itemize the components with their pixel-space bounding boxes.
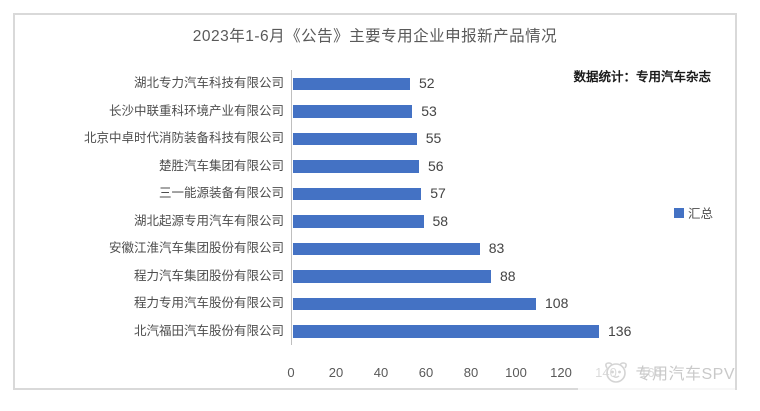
plot-area: 湖北专力汽车科技有限公司 52 长沙中联重科环境产业有限公司 53 北京中卓时代消防装备… bbox=[15, 70, 735, 345]
bar-row: 长沙中联重科环境产业有限公司 53 bbox=[15, 98, 735, 126]
category-label: 北汽福田汽车股份有限公司 bbox=[133, 323, 284, 338]
bar-row: 三一能源装备有限公司 57 bbox=[15, 180, 735, 208]
x-tick-label: 80 bbox=[463, 365, 479, 380]
value-label: 56 bbox=[428, 157, 444, 174]
watermark-text: 专用汽车SPV bbox=[635, 366, 735, 383]
category-label: 湖北专力汽车科技有限公司 bbox=[133, 76, 284, 90]
bar bbox=[293, 242, 480, 255]
legend-marker-icon bbox=[674, 207, 684, 218]
bar bbox=[293, 132, 417, 145]
category-label: 三一能源装备有限公司 bbox=[158, 186, 284, 200]
category-label: 长沙中联重科环境产业有限公司 bbox=[108, 103, 284, 118]
chart-title: 2023年1-6月《公告》主要专用企业申报新产品情况 bbox=[192, 28, 558, 45]
value-label: 53 bbox=[421, 102, 437, 119]
spv-mascot-icon bbox=[605, 362, 628, 383]
data-source-annotation: 数据统计：专用汽车杂志 bbox=[573, 70, 711, 84]
bar-row: 北京中卓时代消防装备科技有限公司 55 bbox=[15, 125, 735, 153]
bar bbox=[293, 187, 422, 200]
bar-row: 程力汽车集团股份有限公司 88 bbox=[15, 263, 735, 291]
category-label: 楚胜汽车集团有限公司 bbox=[158, 158, 284, 173]
value-label: 57 bbox=[430, 185, 446, 201]
bar bbox=[293, 270, 491, 283]
value-label: 52 bbox=[419, 75, 435, 91]
legend: 汇总 bbox=[674, 203, 713, 222]
value-label: 58 bbox=[432, 212, 449, 229]
bar bbox=[293, 77, 410, 90]
bar bbox=[293, 215, 424, 228]
x-tick-label: 40 bbox=[373, 365, 389, 380]
x-tick-label: 120 bbox=[550, 365, 572, 380]
value-label: 88 bbox=[500, 267, 516, 284]
value-label: 83 bbox=[488, 240, 505, 256]
category-label: 程力专用汽车股份有限公司 bbox=[133, 296, 284, 310]
bar-row: 安徽江淮汽车集团股份有限公司 83 bbox=[15, 235, 735, 263]
x-tick-label: 0 bbox=[287, 365, 295, 380]
value-label: 108 bbox=[545, 295, 569, 311]
x-tick-label: 20 bbox=[328, 365, 344, 380]
bar-row: 北汽福田汽车股份有限公司 136 bbox=[15, 318, 735, 346]
x-tick-label: 100 bbox=[505, 365, 527, 380]
bar-row: 湖北起源专用汽车有限公司 58 bbox=[15, 208, 735, 236]
category-label: 湖北起源专用汽车有限公司 bbox=[133, 213, 284, 228]
value-label: 136 bbox=[608, 322, 632, 339]
value-label: 55 bbox=[425, 130, 442, 146]
watermark: 专用汽车SPV bbox=[578, 354, 735, 390]
category-label: 程力汽车集团股份有限公司 bbox=[133, 268, 284, 283]
chart-frame: 2023年1-6月《公告》主要专用企业申报新产品情况 数据统计：专用汽车杂志 湖… bbox=[13, 13, 737, 390]
category-label: 安徽江淮汽车集团股份有限公司 bbox=[108, 241, 284, 255]
bar-row: 楚胜汽车集团有限公司 56 bbox=[15, 153, 735, 181]
bar-row: 湖北专力汽车科技有限公司 52 bbox=[15, 70, 735, 98]
bar bbox=[293, 105, 413, 118]
bar bbox=[293, 160, 419, 173]
bar-row: 程力专用汽车股份有限公司 108 bbox=[15, 290, 735, 318]
bar bbox=[293, 297, 536, 310]
legend-label: 汇总 bbox=[688, 207, 714, 221]
x-tick-label: 60 bbox=[418, 365, 434, 380]
bar bbox=[293, 325, 599, 338]
category-label: 北京中卓时代消防装备科技有限公司 bbox=[83, 131, 284, 145]
category-axis-line bbox=[291, 70, 292, 345]
